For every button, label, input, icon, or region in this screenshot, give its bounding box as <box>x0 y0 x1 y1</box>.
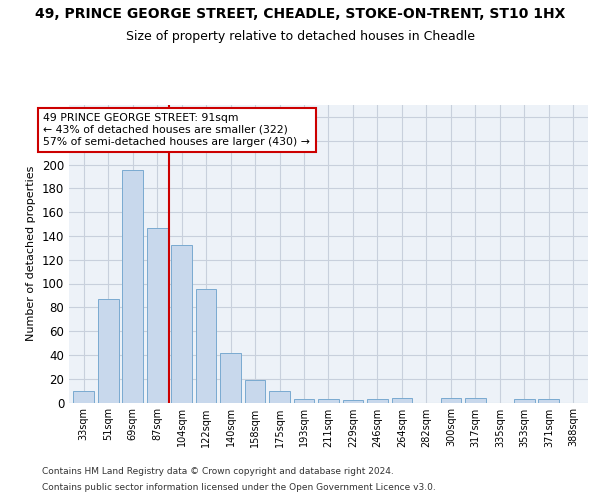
Bar <box>465 398 486 402</box>
Bar <box>367 399 388 402</box>
Bar <box>343 400 364 402</box>
Bar <box>318 399 339 402</box>
Bar <box>245 380 265 402</box>
Text: Contains HM Land Registry data © Crown copyright and database right 2024.: Contains HM Land Registry data © Crown c… <box>42 467 394 476</box>
Bar <box>196 290 217 403</box>
Bar <box>171 246 192 402</box>
Bar <box>392 398 412 402</box>
Text: Contains public sector information licensed under the Open Government Licence v3: Contains public sector information licen… <box>42 483 436 492</box>
Text: 49 PRINCE GEORGE STREET: 91sqm
← 43% of detached houses are smaller (322)
57% of: 49 PRINCE GEORGE STREET: 91sqm ← 43% of … <box>43 114 310 146</box>
Bar <box>269 390 290 402</box>
Bar <box>514 399 535 402</box>
Text: 49, PRINCE GEORGE STREET, CHEADLE, STOKE-ON-TRENT, ST10 1HX: 49, PRINCE GEORGE STREET, CHEADLE, STOKE… <box>35 8 565 22</box>
Bar <box>538 399 559 402</box>
Bar <box>147 228 167 402</box>
Bar <box>73 390 94 402</box>
Bar <box>122 170 143 402</box>
Text: Size of property relative to detached houses in Cheadle: Size of property relative to detached ho… <box>125 30 475 43</box>
Y-axis label: Number of detached properties: Number of detached properties <box>26 166 36 342</box>
Bar <box>293 399 314 402</box>
Bar <box>440 398 461 402</box>
Bar <box>98 299 119 403</box>
Bar <box>220 352 241 403</box>
